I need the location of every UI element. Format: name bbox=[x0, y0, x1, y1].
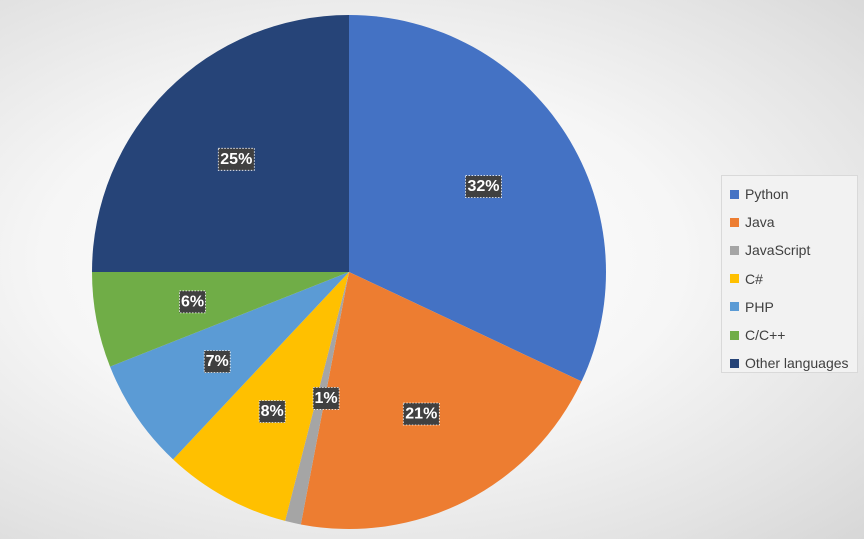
legend-swatch-csharp bbox=[730, 274, 739, 284]
pie-slice-python bbox=[349, 15, 607, 382]
legend-item-other-languages: Other languages bbox=[722, 349, 857, 377]
legend-item-csharp: C# bbox=[722, 265, 857, 293]
legend-item-php: PHP bbox=[722, 293, 857, 321]
data-label-java: 21% bbox=[402, 402, 440, 426]
legend-label-java: Java bbox=[745, 214, 775, 231]
pie-slice-java bbox=[300, 272, 582, 530]
legend-swatch-other-languages bbox=[730, 358, 739, 368]
data-label-box-java bbox=[402, 402, 440, 426]
data-label-text-python: 32% bbox=[467, 178, 499, 195]
data-label-c-cpp: 6% bbox=[179, 290, 206, 314]
legend-swatch-python bbox=[730, 189, 739, 199]
data-label-php: 7% bbox=[203, 350, 231, 374]
legend-label-javascript: JavaScript bbox=[745, 242, 811, 259]
data-label-text-other-languages: 25% bbox=[220, 151, 252, 168]
legend-item-c-cpp: C/C++ bbox=[722, 321, 857, 349]
data-label-box-other-languages bbox=[217, 147, 255, 171]
legend-swatch-c-cpp bbox=[730, 330, 739, 340]
data-label-box-csharp bbox=[258, 400, 286, 424]
pie-data-labels: 32% 21% 1% 8% 7% 6% 25% bbox=[179, 147, 502, 426]
pie-slice-c-cpp bbox=[92, 272, 349, 367]
legend: Python Java JavaScript C# PHP C/C++ Other lang… bbox=[721, 175, 858, 373]
pie-slice-other-languages bbox=[92, 15, 349, 272]
data-label-text-java: 21% bbox=[405, 406, 437, 423]
data-label-javascript: 1% bbox=[312, 386, 340, 410]
data-label-text-csharp: 8% bbox=[261, 403, 284, 420]
data-label-text-php: 7% bbox=[206, 353, 229, 370]
data-label-text-javascript: 1% bbox=[315, 390, 338, 407]
data-label-other-languages: 25% bbox=[217, 147, 255, 171]
data-label-box-c-cpp bbox=[179, 290, 206, 314]
data-label-csharp: 8% bbox=[258, 400, 286, 424]
legend-item-python: Python bbox=[722, 180, 857, 208]
legend-label-php: PHP bbox=[745, 298, 774, 315]
legend-label-csharp: C# bbox=[745, 270, 763, 287]
legend-label-python: Python bbox=[745, 186, 789, 203]
legend-swatch-javascript bbox=[730, 245, 739, 255]
data-label-box-javascript bbox=[312, 386, 340, 410]
data-label-text-c-cpp: 6% bbox=[181, 293, 204, 310]
data-label-python: 32% bbox=[465, 175, 502, 199]
pie-slices bbox=[92, 15, 607, 530]
data-label-box-python bbox=[465, 175, 502, 199]
legend-label-other-languages: Other languages bbox=[745, 355, 849, 372]
pie-slice-csharp bbox=[173, 272, 349, 521]
legend-item-java: Java bbox=[722, 208, 857, 236]
legend-label-c-cpp: C/C++ bbox=[745, 327, 786, 344]
legend-swatch-php bbox=[730, 302, 739, 312]
data-label-box-php bbox=[203, 350, 231, 374]
legend-item-javascript: JavaScript bbox=[722, 236, 857, 264]
legend-swatch-java bbox=[730, 217, 739, 227]
